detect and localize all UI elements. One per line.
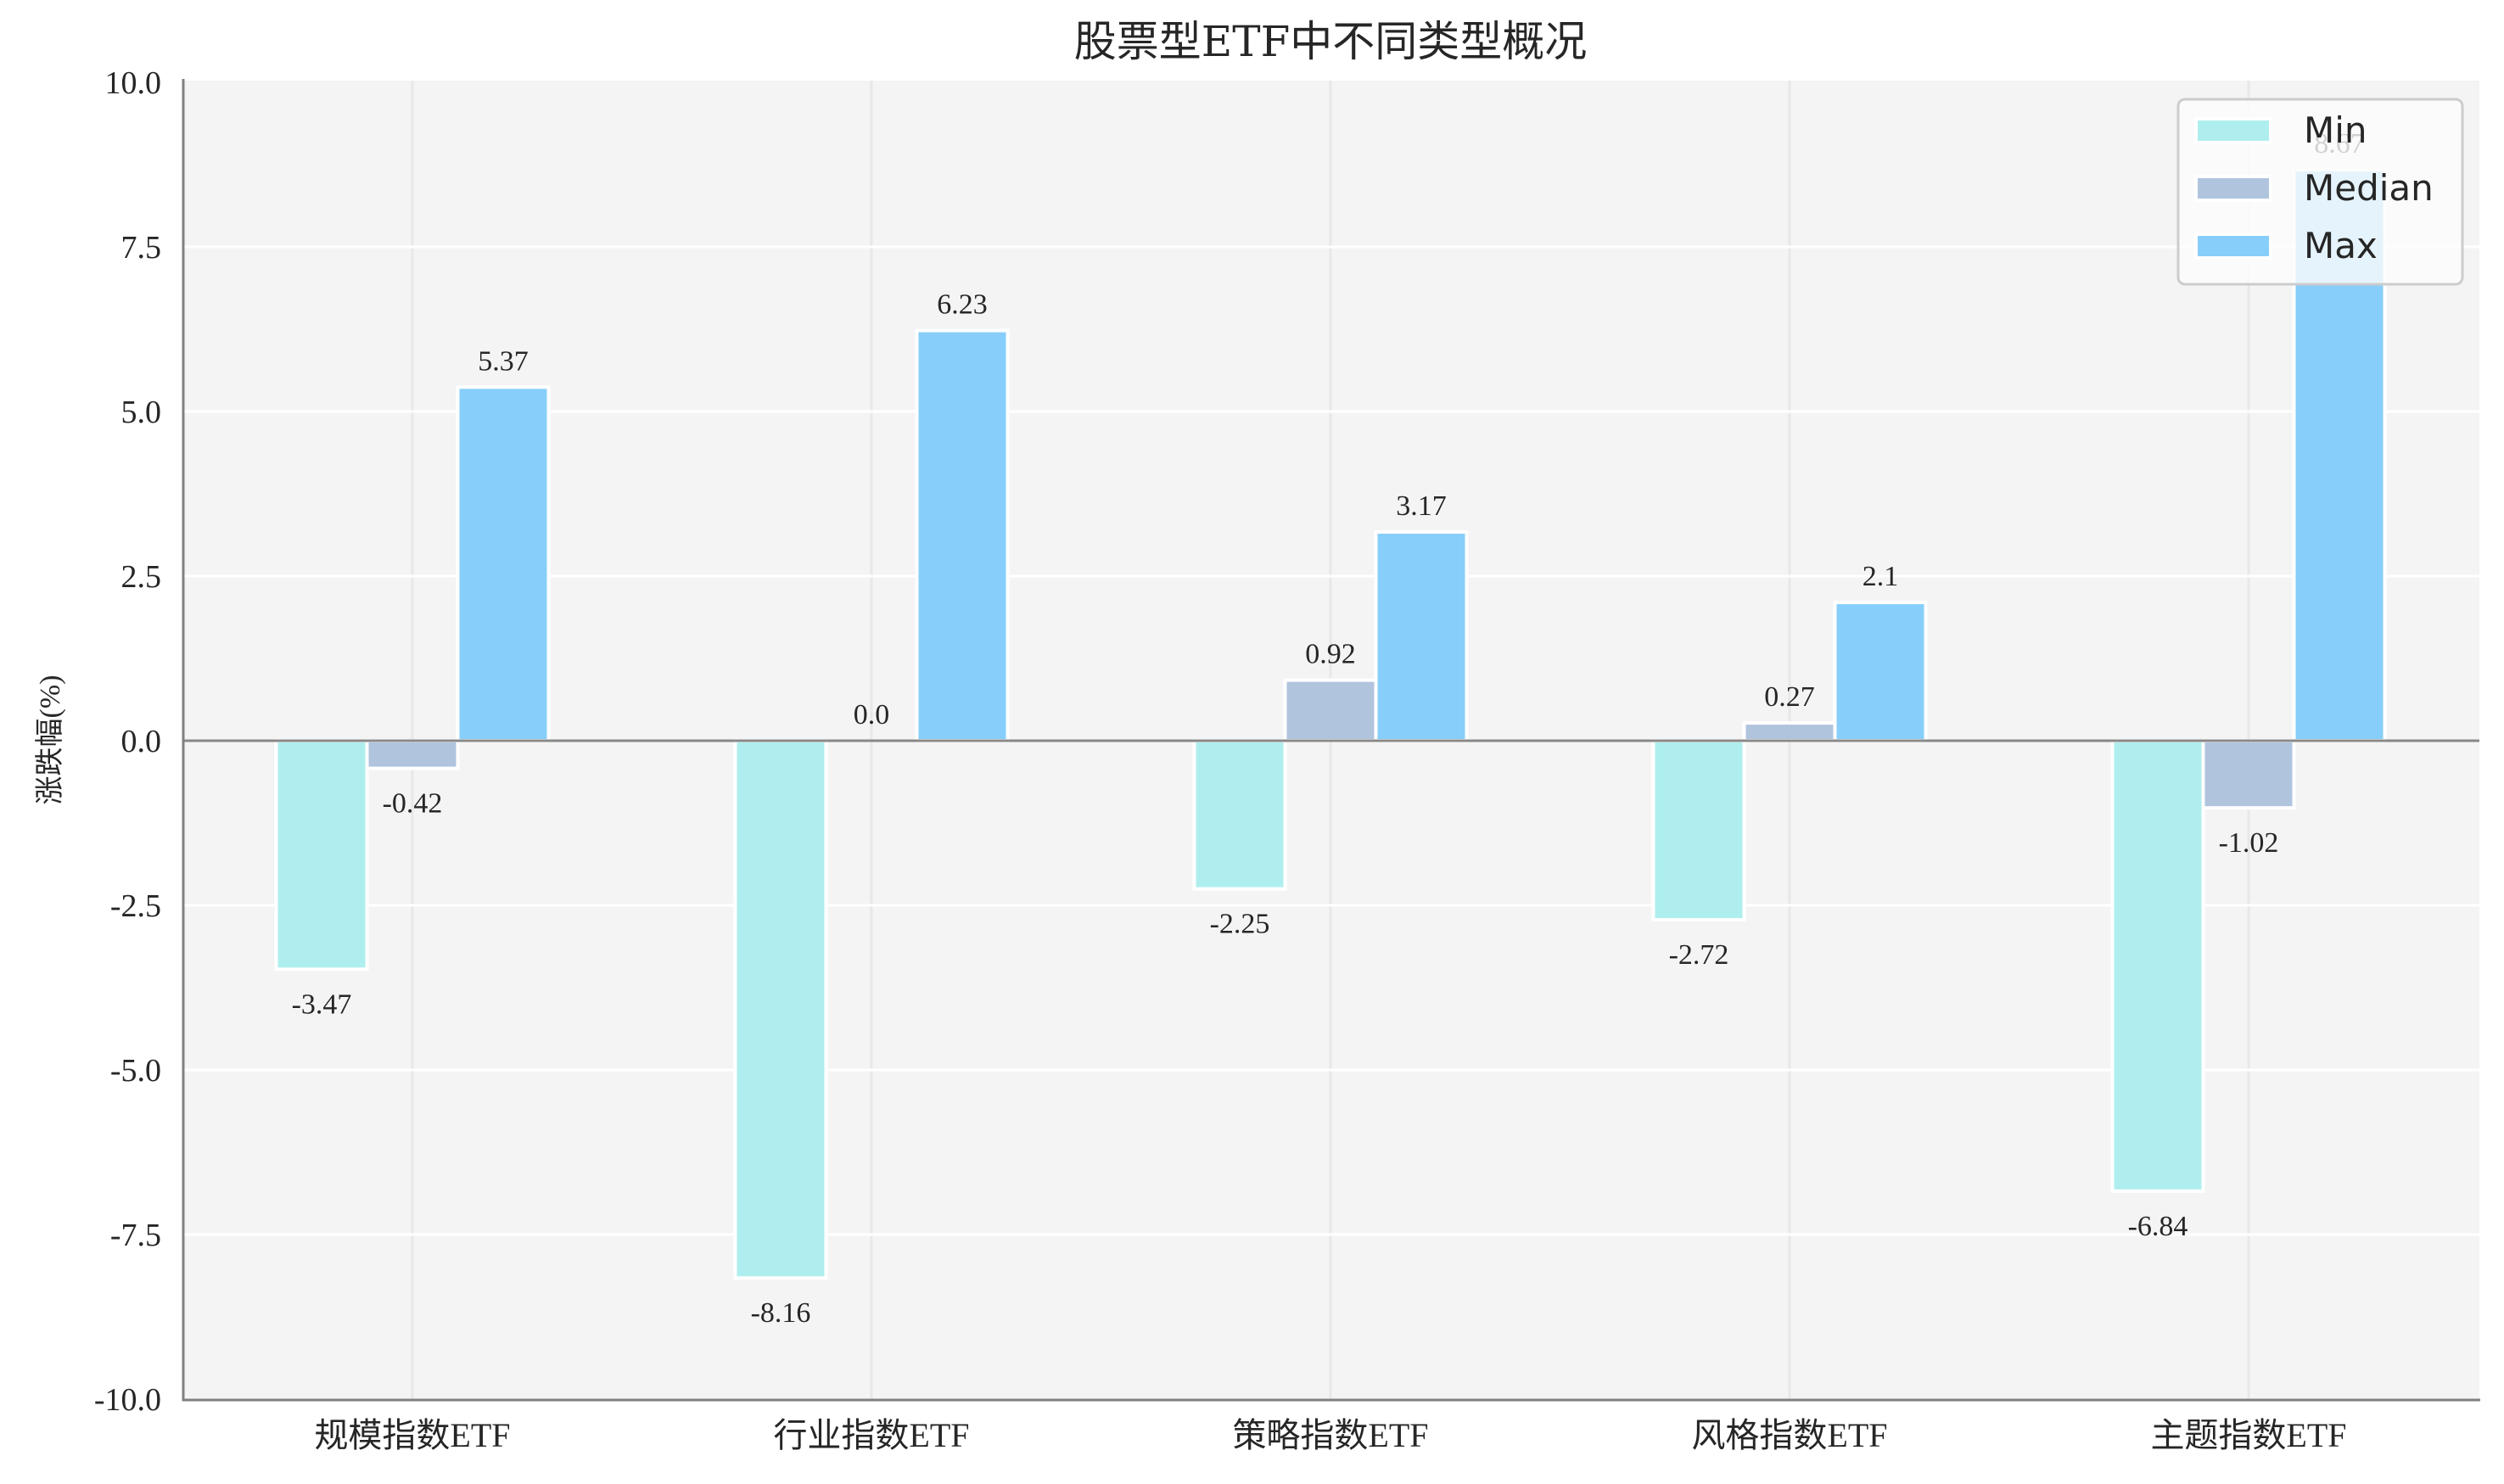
bar-value-label: -2.25 <box>1210 909 1270 940</box>
x-tick-label: 风格指数ETF <box>1691 1416 1887 1454</box>
x-tick-label: 主题指数ETF <box>2150 1416 2346 1454</box>
bar-max <box>1374 530 1469 742</box>
bar-min <box>733 739 828 1280</box>
y-axis-label: 涨跌幅(%) <box>34 675 66 805</box>
bar-value-label: -1.02 <box>2219 827 2279 859</box>
bar-value-label: 6.23 <box>937 289 988 321</box>
legend-label-max: Max <box>2304 225 2378 266</box>
bar-value-label: 5.37 <box>478 345 529 377</box>
x-tick-label: 规模指数ETF <box>314 1416 510 1454</box>
bar-value-label: -6.84 <box>2128 1211 2188 1242</box>
legend-swatch-median <box>2194 175 2272 202</box>
y-tick-label: -5.0 <box>110 1053 161 1089</box>
y-tick-label: 2.5 <box>121 559 162 595</box>
bar-min <box>2110 739 2205 1193</box>
bar-median <box>1742 721 1837 742</box>
legend-swatch-min <box>2194 117 2272 144</box>
x-tick-label: 策略指数ETF <box>1232 1416 1428 1454</box>
bar-median <box>365 739 460 770</box>
bar-value-label: -0.42 <box>383 788 443 820</box>
bar-median <box>1283 678 1378 742</box>
x-axis-ticks: 规模指数ETF 行业指数ETF 策略指数ETF 风格指数ETF 主题指数ETF <box>314 1416 2346 1454</box>
bar-min <box>1192 739 1287 891</box>
y-tick-label: -10.0 <box>94 1382 161 1418</box>
y-tick-label: 7.5 <box>121 230 162 266</box>
bar-value-label: 0.92 <box>1305 639 1356 670</box>
bar-value-label: -2.72 <box>1669 939 1729 971</box>
x-tick-label: 行业指数ETF <box>773 1416 969 1454</box>
y-tick-label: -7.5 <box>110 1218 161 1253</box>
bar-value-label: 3.17 <box>1396 490 1447 522</box>
legend: Min Median Max <box>2176 98 2464 286</box>
bar-value-label: -3.47 <box>292 988 352 1020</box>
bar-value-label: 2.1 <box>1863 561 1899 592</box>
y-tick-label: -2.5 <box>110 888 161 924</box>
legend-label-min: Min <box>2304 109 2367 151</box>
legend-label-median: Median <box>2304 167 2434 209</box>
bar-value-label: 0.27 <box>1764 681 1815 713</box>
legend-swatch-max <box>2194 232 2272 260</box>
bar-max <box>1833 601 1928 742</box>
bar-min <box>274 739 369 972</box>
y-tick-label: 10.0 <box>105 65 162 101</box>
bar-max <box>456 385 551 742</box>
y-tick-label: 0.0 <box>121 724 162 759</box>
y-axis-ticks: -10.0 -7.5 -5.0 -2.5 0.0 2.5 5.0 7.5 10.0 <box>94 65 161 1418</box>
horizontal-gridlines <box>182 245 2479 1236</box>
bar-median <box>2201 739 2296 810</box>
y-tick-label: 5.0 <box>121 395 162 430</box>
bar-value-label: -8.16 <box>751 1297 811 1329</box>
bar-value-label: 0.0 <box>854 699 890 731</box>
bar-max <box>915 328 1010 742</box>
chart-title: 股票型ETF中不同类型概况 <box>1074 17 1588 66</box>
bar-min <box>1651 739 1746 922</box>
